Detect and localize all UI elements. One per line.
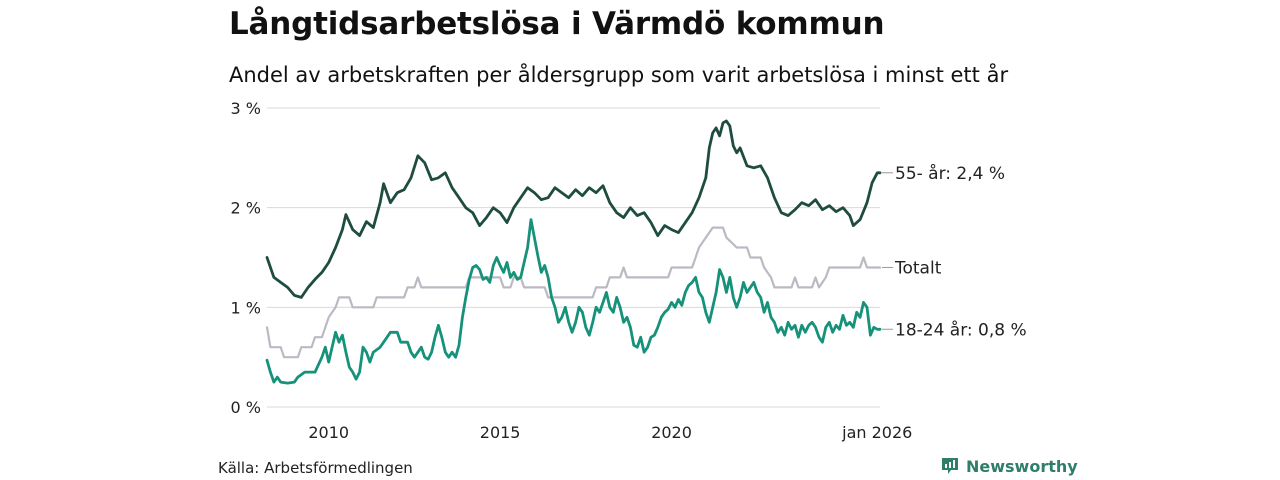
y-tick-label: 2 % bbox=[231, 199, 261, 218]
series-line-0 bbox=[265, 119, 882, 299]
chart-title: Långtidsarbetslösa i Värmdö kommun bbox=[229, 6, 885, 42]
x-tick-label: 2010 bbox=[308, 423, 349, 442]
brand-name: Newsworthy bbox=[966, 456, 1078, 476]
y-tick-label: 1 % bbox=[231, 298, 261, 317]
x-tick-label: 2020 bbox=[651, 423, 692, 442]
series-end-label: 55- år: 2,4 % bbox=[895, 163, 1005, 184]
series-line-1 bbox=[265, 226, 882, 359]
chart-subtitle: Andel av arbetskraften per åldersgrupp s… bbox=[229, 63, 1009, 87]
series-end-label: Totalt bbox=[894, 258, 942, 278]
series-line-2 bbox=[265, 218, 882, 385]
y-tick-label: 3 % bbox=[231, 99, 261, 118]
y-tick-label: 0 % bbox=[231, 398, 261, 417]
x-tick-label: jan 2026 bbox=[841, 423, 912, 442]
series-end-label: 18-24 år: 0,8 % bbox=[895, 319, 1027, 340]
brand-logo[interactable]: Newsworthy bbox=[940, 456, 1078, 476]
chart-logo-icon bbox=[942, 458, 958, 474]
x-tick-label: 2015 bbox=[480, 423, 521, 442]
source-note: Källa: Arbetsförmedlingen bbox=[218, 459, 413, 477]
